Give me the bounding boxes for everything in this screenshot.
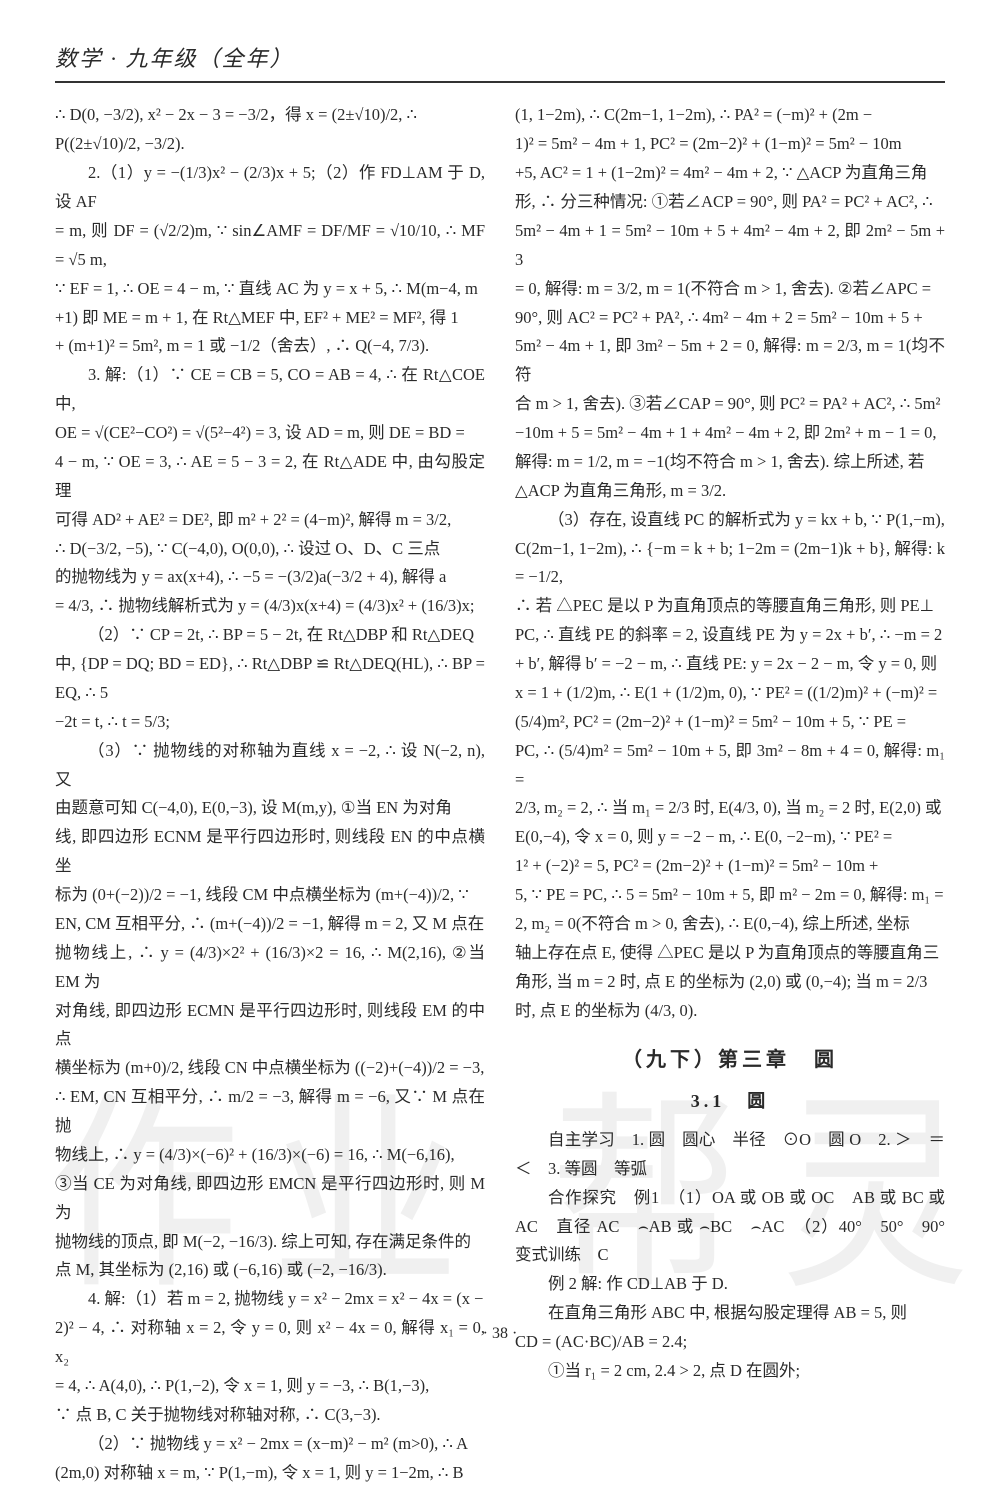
text-line: 例 2 解: 作 CD⊥AB 于 D. xyxy=(515,1270,945,1299)
text-line: ∴ 若 △PEC 是以 P 为直角顶点的等腰直角三角形, 则 PE⊥ xyxy=(515,592,945,621)
text-line: +5, AC² = 1 + (1−2m)² = 4m² − 4m + 2, ∵ … xyxy=(515,159,945,188)
text-line: = m, 则 DF = (√2/2)m, ∵ sin∠AMF = DF/MF =… xyxy=(55,217,485,275)
text-line: 2, m₂ = 0(不符合 m > 0, 舍去), ∴ E(0,−4), 综上所… xyxy=(515,910,945,939)
text-line: （3）∵ 抛物线的对称轴为直线 x = −2, ∴ 设 N(−2, n), 又 xyxy=(55,737,485,795)
text-line: ∴ EM, CN 互相平分, ∴ m/2 = −3, 解得 m = −6, 又∵… xyxy=(55,1083,485,1141)
text-line: + (m+1)² = 5m², m = 1 或 −1/2（舍去）, ∴ Q(−4… xyxy=(55,332,485,361)
text-line: P((2±√10)/2, −3/2). xyxy=(55,130,485,159)
text-line: (1, 1−2m), ∴ C(2m−1, 1−2m), ∴ PA² = (−m)… xyxy=(515,101,945,130)
text-line: 轴上存在点 E, 使得 △PEC 是以 P 为直角顶点的等腰直角三 xyxy=(515,939,945,968)
left-column: ∴ D(0, −3/2), x² − 2x − 3 = −3/2，得 x = (… xyxy=(55,101,485,1487)
text-line: 时, 点 E 的坐标为 (4/3, 0). xyxy=(515,997,945,1026)
text-line: ∵ EF = 1, ∴ OE = 4 − m, ∵ 直线 AC 为 y = x … xyxy=(55,275,485,304)
text-line: 中, {DP = DQ; BD = ED}, ∴ Rt△DBP ≌ Rt△DEQ… xyxy=(55,650,485,708)
page-number: · 38 · xyxy=(0,1320,1000,1347)
text-line: 线, 即四边形 ECNM 是平行四边形时, 则线段 EN 的中点横坐 xyxy=(55,823,485,881)
text-line: E(0,−4), 令 x = 0, 则 y = −2 − m, ∴ E(0, −… xyxy=(515,823,945,852)
text-line: ∵ 点 B, C 关于抛物线对称轴对称, ∴ C(3,−3). xyxy=(55,1401,485,1430)
text-line: = 4/3, ∴ 抛物线解析式为 y = (4/3)x(x+4) = (4/3)… xyxy=(55,592,485,621)
text-line: 5, ∵ PE = PC, ∴ 5 = 5m² − 10m + 5, 即 m² … xyxy=(515,881,945,910)
text-line: EN, CM 互相平分, ∴ (m+(−4))/2 = −1, 解得 m = 2… xyxy=(55,910,485,939)
text-line: 1)² = 5m² − 4m + 1, PC² = (2m−2)² + (1−m… xyxy=(515,130,945,159)
text-line: + b′, 解得 b′ = −2 − m, ∴ 直线 PE: y = 2x − … xyxy=(515,650,945,679)
text-line: ∴ D(−3/2, −5), ∵ C(−4,0), O(0,0), ∴ 设过 O… xyxy=(55,535,485,564)
section-heading: 3.1 圆 xyxy=(515,1086,945,1118)
text-line: ∴ D(0, −3/2), x² − 2x − 3 = −3/2，得 x = (… xyxy=(55,101,485,130)
text-line: 的抛物线为 y = ax(x+4), ∴ −5 = −(3/2)a(−3/2 +… xyxy=(55,563,485,592)
text-line: （3）存在, 设直线 PC 的解析式为 y = kx + b, ∵ P(1,−m… xyxy=(515,506,945,535)
text-line: PC, ∴ (5/4)m² = 5m² − 10m + 5, 即 3m² − 8… xyxy=(515,737,945,795)
text-line: 点 M, 其坐标为 (2,16) 或 (−6,16) 或 (−2, −16/3)… xyxy=(55,1256,485,1285)
text-line: = 0, 解得: m = 3/2, m = 1(不符合 m > 1, 舍去). … xyxy=(515,275,945,304)
text-line: 2.（1）y = −(1/3)x² − (2/3)x + 5;（2）作 FD⊥A… xyxy=(55,159,485,217)
text-line: 形, ∴ 分三种情况: ①若∠ACP = 90°, 则 PA² = PC² + … xyxy=(515,188,945,217)
text-line: （2）∵ 抛物线 y = x² − 2mx = (x−m)² − m² (m>0… xyxy=(55,1430,485,1459)
text-line: C(2m−1, 1−2m), ∴ {−m = k + b; 1−2m = (2m… xyxy=(515,535,945,593)
text-line: −2t = t, ∴ t = 5/3; xyxy=(55,708,485,737)
text-line: 由题意可知 C(−4,0), E(0,−3), 设 M(m,y), ①当 EN … xyxy=(55,794,485,823)
text-line: ①当 r₁ = 2 cm, 2.4 > 2, 点 D 在圆外; xyxy=(515,1357,945,1386)
text-line: +1) 即 ME = m + 1, 在 Rt△MEF 中, EF² + ME² … xyxy=(55,304,485,333)
text-line: 物线上, ∴ y = (4/3)×(−6)² + (16/3)×(−6) = 1… xyxy=(55,1141,485,1170)
chapter-heading: （九下）第三章 圆 xyxy=(515,1043,945,1078)
page-header: 数学 · 九年级（全年） xyxy=(55,40,945,83)
text-line: （2）∵ CP = 2t, ∴ BP = 5 − 2t, 在 Rt△DBP 和 … xyxy=(55,621,485,650)
text-line: 解得: m = 1/2, m = −1(均不符合 m > 1, 舍去). 综上所… xyxy=(515,448,945,477)
text-line: 横坐标为 (m+0)/2, 线段 CN 中点横坐标为 ((−2)+(−4))/2… xyxy=(55,1054,485,1083)
text-line: 5m² − 4m + 1, 即 3m² − 5m + 2 = 0, 解得: m … xyxy=(515,332,945,390)
content-columns: ∴ D(0, −3/2), x² − 2x − 3 = −3/2，得 x = (… xyxy=(55,101,945,1487)
text-line: (5/4)m², PC² = (2m−2)² + (1−m)² = 5m² − … xyxy=(515,708,945,737)
text-line: 5m² − 4m + 1 = 5m² − 10m + 5 + 4m² − 4m … xyxy=(515,217,945,275)
text-line: 自主学习 1. 圆 圆心 半径 ⊙O 圆 O 2. ＞ ＝ ＜ 3. 等圆 等弧 xyxy=(515,1126,945,1184)
text-line: ③当 CE 为对角线, 即四边形 EMCN 是平行四边形时, 则 M 为 xyxy=(55,1170,485,1228)
text-line: OE = √(CE²−CO²) = √(5²−4²) = 3, 设 AD = m… xyxy=(55,419,485,448)
text-line: −10m + 5 = 5m² − 4m + 1 + 4m² − 4m + 2, … xyxy=(515,419,945,448)
text-line: 3. 解:（1）∵ CE = CB = 5, CO = AB = 4, ∴ 在 … xyxy=(55,361,485,419)
text-line: (2m,0) 对称轴 x = m, ∵ P(1,−m), 令 x = 1, 则 … xyxy=(55,1459,485,1487)
text-line: = 4, ∴ A(4,0), ∴ P(1,−2), 令 x = 1, 则 y =… xyxy=(55,1372,485,1401)
text-line: 角形, 当 m = 2 时, 点 E 的坐标为 (2,0) 或 (0,−4); … xyxy=(515,968,945,997)
text-line: 4 − m, ∵ OE = 3, ∴ AE = 5 − 3 = 2, 在 Rt△… xyxy=(55,448,485,506)
text-line: 合 m > 1, 舍去). ③若∠CAP = 90°, 则 PC² = PA² … xyxy=(515,390,945,419)
text-line: 标为 (0+(−2))/2 = −1, 线段 CM 中点横坐标为 (m+(−4)… xyxy=(55,881,485,910)
text-line: 抛物线的顶点, 即 M(−2, −16/3). 综上可知, 存在满足条件的 xyxy=(55,1228,485,1257)
text-line: 可得 AD² + AE² = DE², 即 m² + 2² = (4−m)², … xyxy=(55,506,485,535)
text-line: 2/3, m₂ = 2, ∴ 当 m₁ = 2/3 时, E(4/3, 0), … xyxy=(515,794,945,823)
right-column: (1, 1−2m), ∴ C(2m−1, 1−2m), ∴ PA² = (−m)… xyxy=(515,101,945,1487)
text-line: 对角线, 即四边形 ECMN 是平行四边形时, 则线段 EM 的中点 xyxy=(55,997,485,1055)
text-line: 合作探究 例1 （1）OA 或 OB 或 OC AB 或 BC 或 AC 直径 … xyxy=(515,1184,945,1271)
text-line: PC, ∴ 直线 PE 的斜率 = 2, 设直线 PE 为 y = 2x + b… xyxy=(515,621,945,650)
text-line: 4. 解:（1）若 m = 2, 抛物线 y = x² − 2mx = x² −… xyxy=(55,1285,485,1314)
text-line: x = 1 + (1/2)m, ∴ E(1 + (1/2)m, 0), ∵ PE… xyxy=(515,679,945,708)
text-line: 1² + (−2)² = 5, PC² = (2m−2)² + (1−m)² =… xyxy=(515,852,945,881)
text-line: △ACP 为直角三角形, m = 3/2. xyxy=(515,477,945,506)
text-line: 抛物线上, ∴ y = (4/3)×2² + (16/3)×2 = 16, ∴ … xyxy=(55,939,485,997)
text-line: 90°, 则 AC² = PC² + PA², ∴ 4m² − 4m + 2 =… xyxy=(515,304,945,333)
